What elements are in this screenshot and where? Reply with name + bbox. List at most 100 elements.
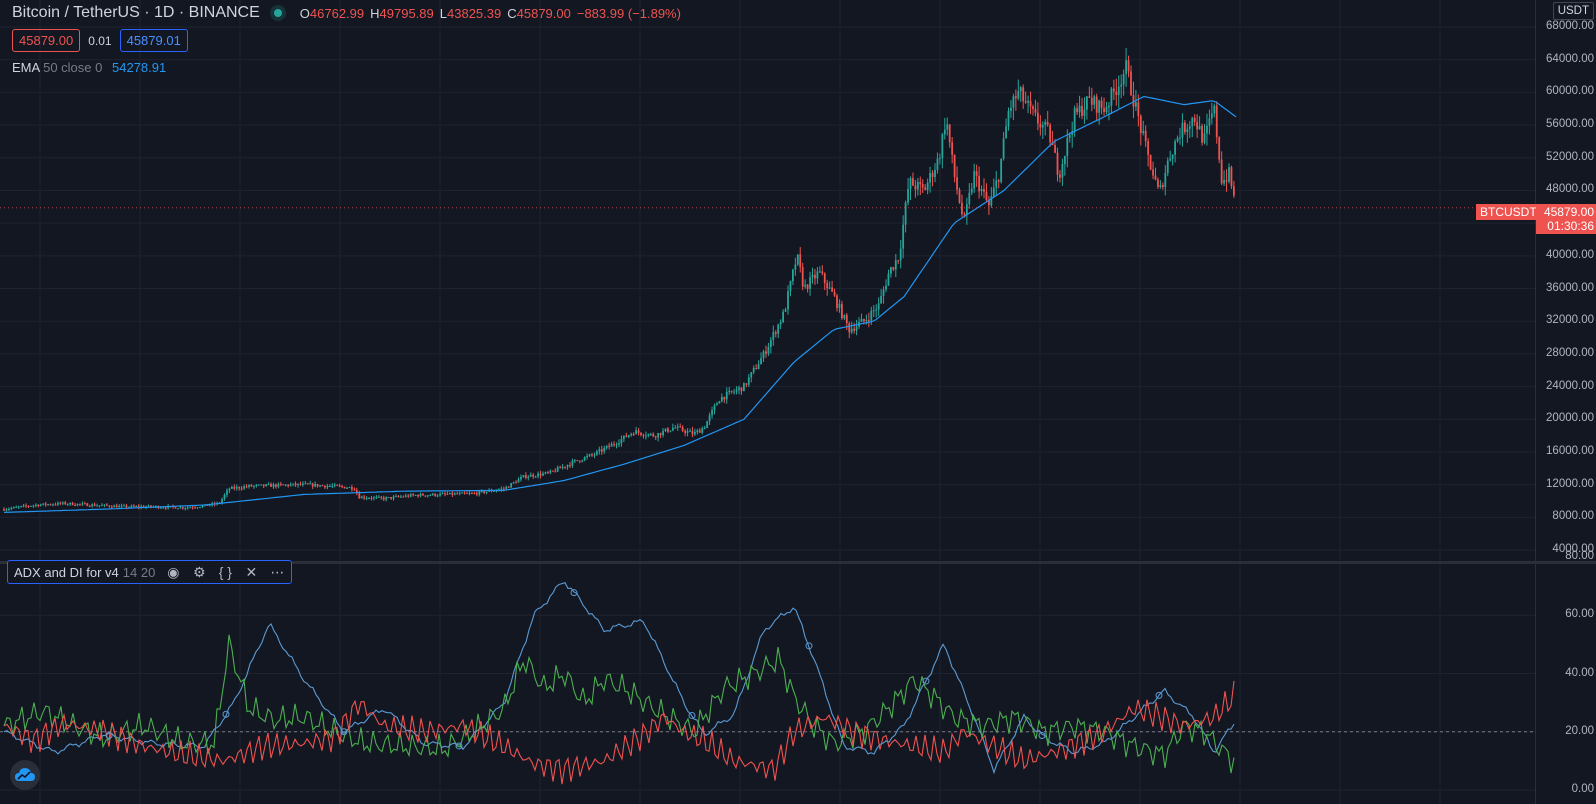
- candle: [123, 503, 125, 507]
- indicator-axis[interactable]: 80.00 60.00 40.00 20.00 0.00: [1535, 550, 1596, 804]
- candle: [1105, 101, 1108, 115]
- candle: [1088, 86, 1091, 98]
- pane-divider[interactable]: [0, 561, 1596, 564]
- close-icon[interactable]: ✕: [245, 563, 258, 580]
- ohlc-values: O46762.99 H49795.89 L43825.39 C45879.00: [300, 5, 577, 21]
- tradingview-logo[interactable]: [10, 760, 40, 790]
- candle: [1196, 114, 1199, 138]
- candle: [34, 503, 37, 508]
- candle: [554, 468, 557, 473]
- currency-label[interactable]: USDT: [1552, 2, 1594, 20]
- candle: [926, 178, 929, 195]
- candle: [515, 480, 517, 484]
- candle: [674, 425, 677, 429]
- candle: [1179, 127, 1181, 145]
- candle: [853, 322, 856, 334]
- candle: [1117, 75, 1120, 109]
- candle: [782, 309, 784, 324]
- candle: [804, 279, 807, 289]
- candle: [534, 475, 537, 478]
- candle: [279, 481, 282, 487]
- candle: [57, 501, 59, 507]
- candle: [12, 506, 15, 509]
- candle: [524, 472, 527, 480]
- candle: [799, 247, 802, 273]
- candle: [463, 491, 466, 495]
- gear-icon[interactable]: ⚙: [193, 563, 206, 580]
- candle: [556, 465, 559, 472]
- candle: [659, 432, 662, 439]
- candle: [1142, 120, 1145, 136]
- candle: [733, 388, 735, 395]
- candle: [404, 493, 407, 498]
- candle: [1193, 114, 1196, 127]
- candle: [887, 269, 890, 286]
- candle: [576, 459, 579, 462]
- candle: [841, 300, 843, 320]
- candle: [1208, 109, 1211, 135]
- candle: [429, 493, 432, 497]
- source-code-icon[interactable]: { }: [218, 564, 232, 580]
- candle: [461, 491, 464, 494]
- candle: [436, 494, 439, 498]
- candle: [637, 427, 640, 436]
- candle: [473, 491, 476, 495]
- candle: [79, 503, 81, 507]
- candle: [728, 386, 731, 395]
- buy-button[interactable]: 45879.01: [119, 29, 188, 52]
- candlestick-chart[interactable]: [0, 0, 1536, 561]
- candle: [1059, 170, 1061, 183]
- candle: [559, 465, 562, 469]
- candle: [194, 505, 196, 509]
- candle: [228, 487, 231, 494]
- candle: [765, 345, 767, 358]
- symbol-title[interactable]: Bitcoin / TetherUS · 1D · BINANCE: [12, 4, 260, 21]
- candle: [586, 453, 588, 460]
- candle: [1044, 119, 1047, 136]
- candle: [988, 196, 990, 215]
- candle: [1049, 123, 1052, 147]
- last-price-value: 45879.00: [1543, 205, 1594, 219]
- candle: [199, 506, 201, 509]
- signal-marker: [805, 642, 813, 650]
- candle: [578, 460, 581, 464]
- candle: [730, 390, 733, 394]
- sell-button[interactable]: 45879.00: [12, 29, 81, 52]
- candle: [848, 321, 851, 339]
- candle: [973, 163, 976, 193]
- candle: [412, 492, 415, 497]
- candle: [76, 503, 79, 507]
- price-pane[interactable]: [0, 0, 1536, 561]
- candle: [91, 503, 94, 508]
- candle: [1154, 167, 1157, 181]
- candle: [1012, 93, 1015, 120]
- candle: [772, 325, 775, 346]
- candle: [223, 493, 226, 501]
- candle: [711, 406, 713, 419]
- candle: [431, 493, 434, 496]
- candle: [980, 185, 983, 196]
- signal-marker: [922, 677, 930, 685]
- candle: [569, 461, 571, 468]
- candle: [936, 152, 939, 174]
- candle: [600, 445, 603, 455]
- price-tick: 4000.00: [1552, 543, 1594, 555]
- candle: [904, 200, 907, 233]
- candle: [478, 490, 481, 497]
- more-icon[interactable]: ⋯: [270, 563, 285, 580]
- indicator-legend[interactable]: ADX and DI for v4 14 20 ◉ ⚙ { } ✕ ⋯: [7, 560, 293, 584]
- price-axis[interactable]: USDT 68000.00 64000.00 60000.00 56000.00 520…: [1535, 0, 1596, 561]
- candle: [355, 487, 358, 496]
- candle: [916, 177, 919, 196]
- candle: [140, 504, 143, 510]
- candle: [64, 500, 67, 505]
- ema-legend[interactable]: EMA 50 close 0 54278.91: [12, 60, 166, 75]
- candle: [500, 486, 503, 493]
- indicator-pane[interactable]: [0, 564, 1536, 804]
- adx-chart[interactable]: [0, 564, 1536, 804]
- candle: [441, 491, 444, 495]
- candle: [845, 312, 848, 331]
- eye-icon[interactable]: ◉: [167, 563, 180, 580]
- candle: [380, 496, 383, 500]
- candle: [630, 432, 633, 437]
